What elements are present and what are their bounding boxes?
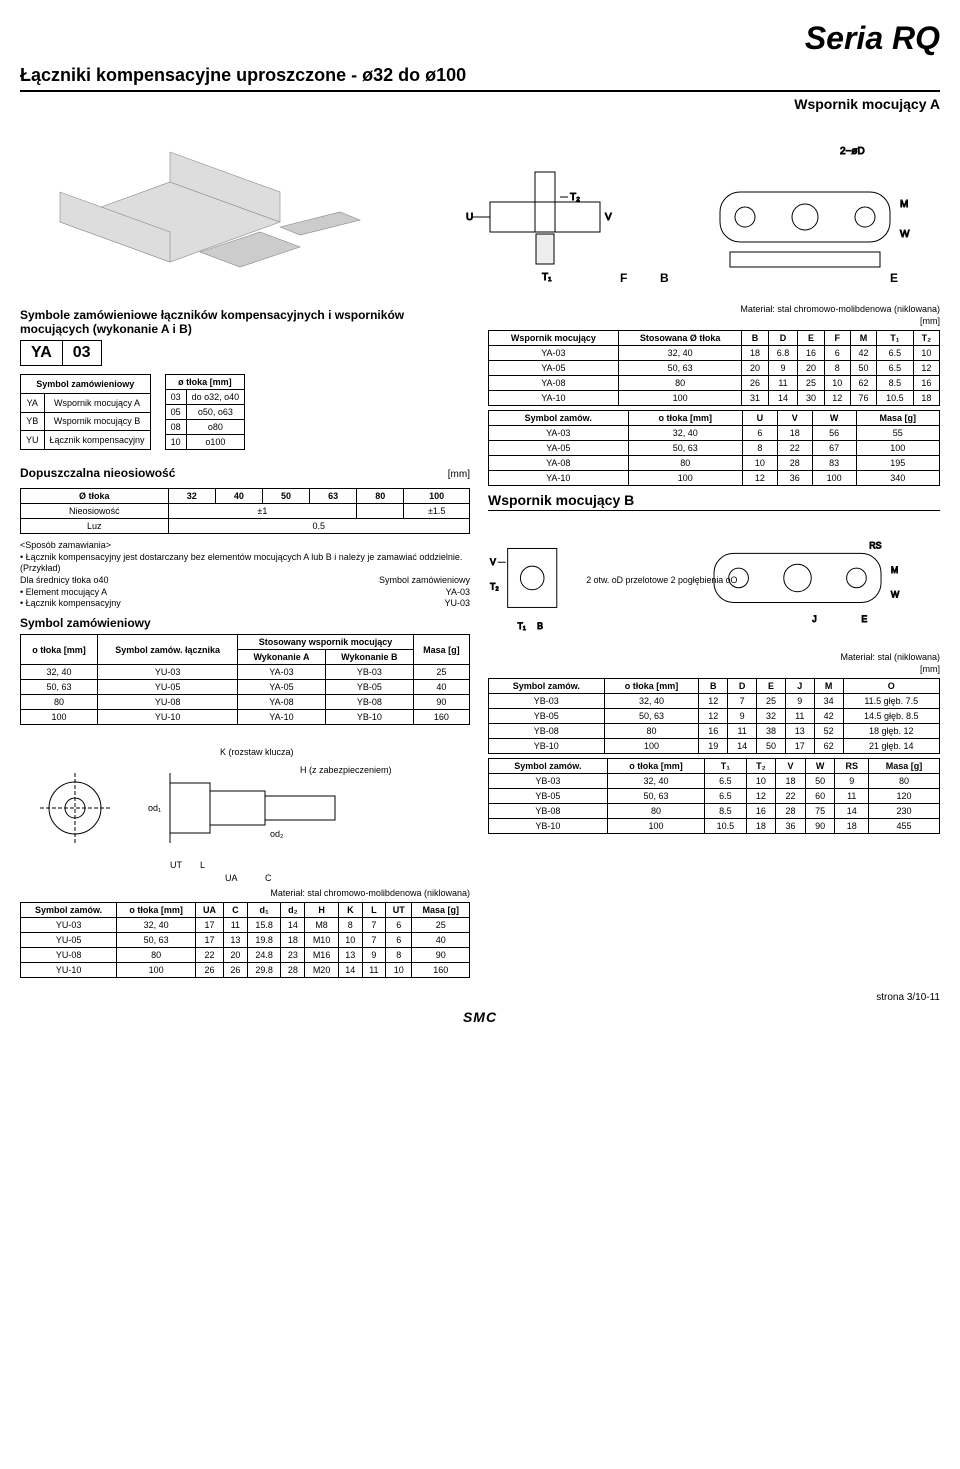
main-title: Łączniki kompensacyjne uproszczone - ø32… <box>20 65 940 92</box>
svg-text:2−øD: 2−øD <box>840 146 865 157</box>
bracket-b-heading: Wspornik mocujący B <box>488 492 940 511</box>
svg-text:E: E <box>861 614 867 624</box>
svg-text:UT: UT <box>170 860 182 870</box>
svg-text:V: V <box>490 557 496 567</box>
model-code-legend: Symbol zamówieniowy YAWspornik mocujący … <box>20 374 470 450</box>
yu-material: Materiał: stal chromowo-molibdenowa (nik… <box>20 888 470 898</box>
svg-text:J: J <box>812 614 816 624</box>
bracket-a-svg: U T₁ T₂ V F B E M W 2−øD <box>20 122 940 292</box>
symbols-heading: Symbole zamówieniowe łączników kompensac… <box>20 308 470 336</box>
smc-logo: SMC <box>20 1009 940 1025</box>
yb-dimension-table-2: Symbol zamów.o tłoka [mm] T₁T₂ VW RSMasa… <box>488 758 940 834</box>
yb-hole-note: 2 otw. oD przelotowe 2 pogłębienia oO <box>586 575 737 585</box>
ya-material: Materiał: stal chromowo-molibdenowa (nik… <box>488 304 940 314</box>
series-title: Seria RQ <box>20 20 940 57</box>
mounting-combination-table: o tłoka [mm] Symbol zamów. łącznika Stos… <box>20 634 470 725</box>
svg-text:T₂: T₂ <box>570 192 580 203</box>
sym-zam-title: Symbol zamówieniowy <box>20 616 470 630</box>
model-prefix: YA <box>21 341 63 365</box>
tolerance-title: Dopuszczalna nieosiowość <box>20 466 175 480</box>
svg-text:T₁: T₁ <box>542 272 552 283</box>
yu-dimension-table: Symbol zamów.o tłoka [mm] UAC d₁d₂ HK LU… <box>20 902 470 978</box>
ya-dimension-table-2: Symbol zamów.o tłoka [mm] UV WMasa [g] Y… <box>488 410 940 486</box>
svg-text:K (rozstaw klucza): K (rozstaw klucza) <box>220 747 294 757</box>
svg-text:T₁: T₁ <box>517 621 525 631</box>
svg-text:UA: UA <box>225 873 238 883</box>
svg-text:RS: RS <box>869 540 881 550</box>
svg-text:W: W <box>891 590 900 600</box>
svg-text:B: B <box>537 621 543 631</box>
tolerance-table: Ø tłoka 32 40 50 63 80 100 Nieosiowość ±… <box>20 488 470 534</box>
svg-text:L: L <box>200 860 205 870</box>
svg-text:od₁: od₁ <box>148 803 161 813</box>
ya-dimension-table: Wspornik mocującyStosowana Ø tłoka BD EF… <box>488 330 940 406</box>
model-code-box: YA 03 <box>20 340 102 366</box>
svg-text:C: C <box>265 873 272 883</box>
page-number: strona 3/10-11 <box>20 992 940 1003</box>
svg-text:B: B <box>660 271 669 285</box>
svg-text:E: E <box>890 271 898 285</box>
size-code-table: ø tłoka [mm] 03do o32, o40 05o50, o63 08… <box>165 374 246 450</box>
svg-text:od₂: od₂ <box>270 829 284 839</box>
bracket-a-heading: Wspornik mocujący A <box>20 96 940 112</box>
svg-text:H (z zabezpieczeniem): H (z zabezpieczeniem) <box>300 765 392 775</box>
yu-drawing: K (rozstaw klucza) H (z zabezpieczeniem)… <box>20 733 470 883</box>
yb-dimension-table: Symbol zamów.o tłoka [mm] BD EJ MO YB-03… <box>488 678 940 754</box>
svg-text:M: M <box>900 199 908 210</box>
ordering-note: <Sposób zamawiania> • Łącznik kompensacy… <box>20 540 470 610</box>
ya-unit: [mm] <box>488 316 940 326</box>
yb-unit: [mm] <box>488 664 940 674</box>
svg-text:V: V <box>605 212 612 223</box>
svg-text:M: M <box>891 565 898 575</box>
model-size: 03 <box>63 341 101 365</box>
svg-text:W: W <box>900 229 910 240</box>
svg-text:T₂: T₂ <box>490 582 499 592</box>
bracket-a-drawings: U T₁ T₂ V F B E M W 2−øD <box>20 122 940 292</box>
svg-text:U: U <box>466 212 473 223</box>
yb-drawing: V T₂ T₁ B RS M W J E 2 otw. oD przelotow… <box>488 519 940 647</box>
yb-material: Materiał: stal (niklowana) <box>488 652 940 662</box>
svg-text:F: F <box>620 271 627 285</box>
symbol-table: Symbol zamówieniowy YAWspornik mocujący … <box>20 374 151 450</box>
size-table-header: ø tłoka [mm] <box>165 375 245 390</box>
symbol-table-header: Symbol zamówieniowy <box>21 375 151 394</box>
tolerance-unit: [mm] <box>448 469 470 480</box>
